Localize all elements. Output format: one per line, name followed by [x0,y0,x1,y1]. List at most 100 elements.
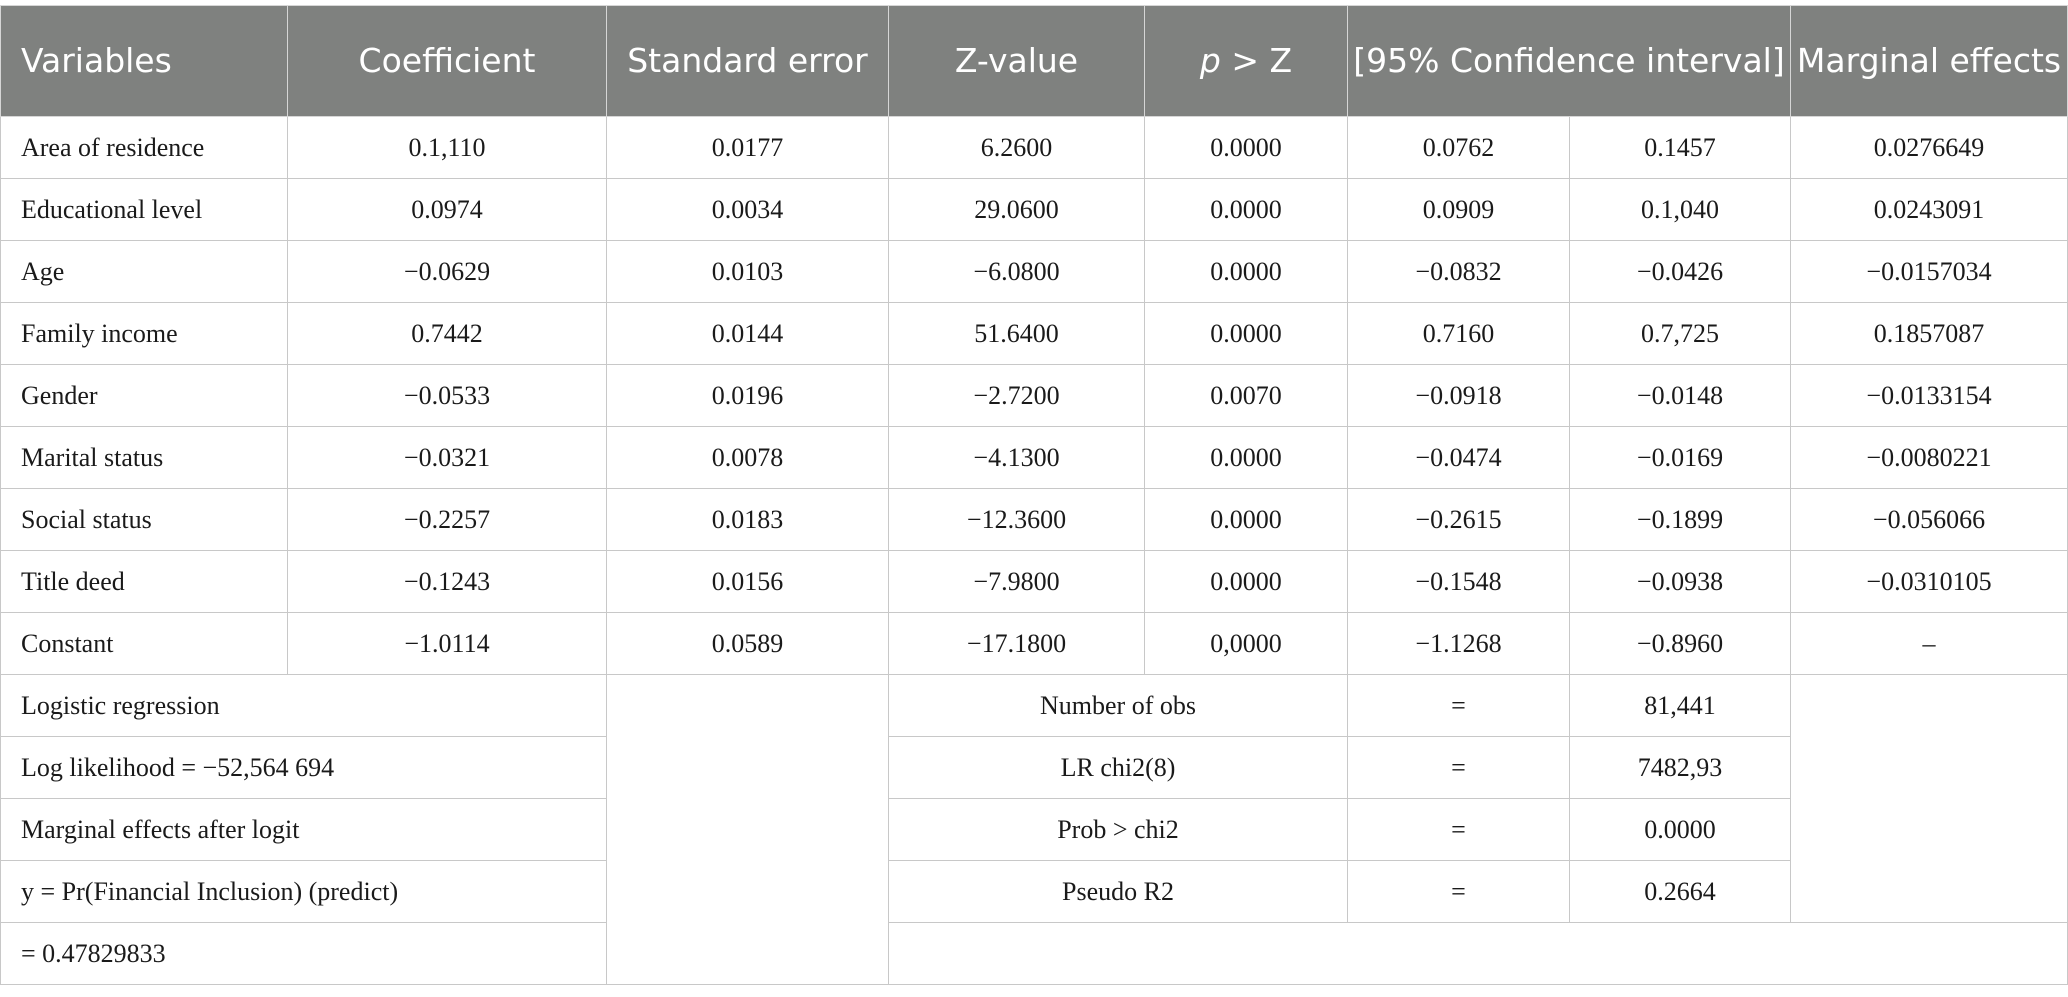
regression-table: Variables Coefficient Standard error Z-v… [0,5,2068,985]
table-row: Age −0.0629 0.0103 −6.0800 0.0000 −0.083… [0,240,2068,303]
cell-marginal-effect: – [1790,612,2068,675]
cell-ci-upper: −0.8960 [1569,612,1791,675]
table-row: Constant −1.0114 0.0589 −17.1800 0,0000 … [0,612,2068,675]
stat-value: 0.2664 [1569,860,1791,923]
cell-p-value: 0.0070 [1144,364,1348,427]
cell-z-value: −17.1800 [888,612,1145,675]
cell-p-value: 0,0000 [1144,612,1348,675]
cell-marginal-effect: 0.0243091 [1790,178,2068,241]
table-row: Educational level 0.0974 0.0034 29.0600 … [0,178,2068,241]
cell-coefficient: −1.0114 [287,612,607,675]
summary-blank [888,922,2068,985]
regression-table-container: Variables Coefficient Standard error Z-v… [0,5,2068,985]
table-body: Area of residence 0.1,110 0.0177 6.2600 … [0,116,2068,985]
cell-variable: Title deed [0,550,288,613]
cell-coefficient: 0.7442 [287,302,607,365]
cell-p-value: 0.0000 [1144,240,1348,303]
cell-z-value: 51.6400 [888,302,1145,365]
cell-variable: Constant [0,612,288,675]
summary-row: Log likelihood = −52,564 694 LR chi2(8) … [0,736,2068,799]
summary-marginal-note: Marginal effects after logit [0,798,607,861]
cell-standard-error: 0.0078 [606,426,889,489]
cell-p-value: 0.0000 [1144,116,1348,179]
cell-z-value: 29.0600 [888,178,1145,241]
summary-spacer-right [1790,674,2068,923]
stat-label: Pseudo R2 [888,860,1348,923]
cell-p-value: 0.0000 [1144,178,1348,241]
cell-p-value: 0.0000 [1144,302,1348,365]
cell-standard-error: 0.0589 [606,612,889,675]
stat-label: Prob > chi2 [888,798,1348,861]
cell-standard-error: 0.0144 [606,302,889,365]
header-standard-error: Standard error [606,5,889,117]
table-row: Gender −0.0533 0.0196 −2.7200 0.0070 −0.… [0,364,2068,427]
table-header: Variables Coefficient Standard error Z-v… [0,5,2068,117]
cell-standard-error: 0.0196 [606,364,889,427]
cell-z-value: −2.7200 [888,364,1145,427]
cell-variable: Age [0,240,288,303]
cell-variable: Family income [0,302,288,365]
stat-label: LR chi2(8) [888,736,1348,799]
cell-marginal-effect: −0.0310105 [1790,550,2068,613]
cell-ci-lower: −0.0918 [1347,364,1570,427]
table-row: Family income 0.7442 0.0144 51.6400 0.00… [0,302,2068,365]
cell-standard-error: 0.0183 [606,488,889,551]
cell-marginal-effect: −0.056066 [1790,488,2068,551]
cell-standard-error: 0.0103 [606,240,889,303]
stat-label: Number of obs [888,674,1348,737]
cell-p-value: 0.0000 [1144,550,1348,613]
table-row: Social status −0.2257 0.0183 −12.3600 0.… [0,488,2068,551]
cell-ci-upper: 0.1457 [1569,116,1791,179]
cell-standard-error: 0.0156 [606,550,889,613]
summary-model-type: Logistic regression [0,674,607,737]
summary-predict-value: = 0.47829833 [0,922,607,985]
header-variables: Variables [0,5,288,117]
cell-coefficient: 0.1,110 [287,116,607,179]
cell-coefficient: −0.0629 [287,240,607,303]
header-p-italic: p [1199,41,1221,80]
cell-ci-lower: −0.0474 [1347,426,1570,489]
summary-row: Marginal effects after logit Prob > chi2… [0,798,2068,861]
cell-ci-upper: 0.7,725 [1569,302,1791,365]
cell-marginal-effect: −0.0080221 [1790,426,2068,489]
header-row: Variables Coefficient Standard error Z-v… [0,5,2068,117]
stat-value: 81,441 [1569,674,1791,737]
cell-marginal-effect: −0.0157034 [1790,240,2068,303]
stat-equals: = [1347,736,1570,799]
cell-z-value: 6.2600 [888,116,1145,179]
stat-equals: = [1347,798,1570,861]
cell-z-value: −7.9800 [888,550,1145,613]
cell-variable: Social status [0,488,288,551]
cell-ci-upper: −0.0938 [1569,550,1791,613]
cell-ci-lower: 0.0909 [1347,178,1570,241]
cell-ci-upper: −0.0426 [1569,240,1791,303]
cell-coefficient: −0.2257 [287,488,607,551]
cell-variable: Gender [0,364,288,427]
cell-ci-upper: −0.0169 [1569,426,1791,489]
table-row: Marital status −0.0321 0.0078 −4.1300 0.… [0,426,2068,489]
stat-value: 0.0000 [1569,798,1791,861]
stat-equals: = [1347,674,1570,737]
cell-ci-lower: 0.7160 [1347,302,1570,365]
cell-ci-lower: −1.1268 [1347,612,1570,675]
cell-standard-error: 0.0177 [606,116,889,179]
cell-ci-lower: −0.1548 [1347,550,1570,613]
cell-variable: Area of residence [0,116,288,179]
cell-standard-error: 0.0034 [606,178,889,241]
cell-coefficient: −0.1243 [287,550,607,613]
cell-variable: Educational level [0,178,288,241]
summary-log-likelihood: Log likelihood = −52,564 694 [0,736,607,799]
header-p-rest: > Z [1220,41,1293,80]
table-row: Area of residence 0.1,110 0.0177 6.2600 … [0,116,2068,179]
stat-equals: = [1347,860,1570,923]
summary-row: = 0.47829833 [0,922,2068,985]
header-coefficient: Coefficient [287,5,607,117]
cell-marginal-effect: −0.0133154 [1790,364,2068,427]
cell-z-value: −12.3600 [888,488,1145,551]
header-z-value: Z-value [888,5,1145,117]
cell-z-value: −4.1300 [888,426,1145,489]
cell-coefficient: 0.0974 [287,178,607,241]
cell-ci-lower: −0.2615 [1347,488,1570,551]
cell-ci-upper: 0.1,040 [1569,178,1791,241]
summary-spacer [606,674,889,985]
